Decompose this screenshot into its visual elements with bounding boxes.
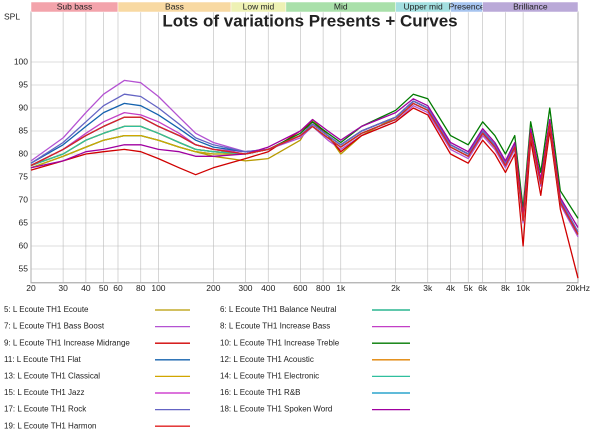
x-tick-label: 20kHz	[566, 283, 590, 293]
x-tick-label: 8k	[501, 283, 511, 293]
legend-label: 12: L Ecoute TH1 Acoustic	[220, 355, 314, 364]
x-tick-label: 800	[316, 283, 330, 293]
legend-label: 17: L Ecoute TH1 Rock	[4, 405, 87, 414]
y-tick-label: 85	[19, 125, 29, 135]
band	[482, 1, 579, 13]
x-tick-label: 80	[136, 283, 146, 293]
band-label: Sub bass	[57, 2, 92, 12]
x-tick-label: 3k	[423, 283, 433, 293]
y-tick-label: 70	[19, 194, 29, 204]
band-label: Upper mid	[404, 2, 443, 12]
y-axis-label: SPL	[4, 11, 20, 21]
band-label: Low mid	[243, 2, 275, 12]
x-tick-label: 300	[238, 283, 252, 293]
x-tick-label: 600	[293, 283, 307, 293]
y-tick-label: 90	[19, 102, 29, 112]
x-tick-label: 6k	[478, 283, 488, 293]
legend-label: 8: L Ecoute TH1 Increase Bass	[220, 322, 330, 331]
x-tick-label: 400	[261, 283, 275, 293]
legend-label: 14: L Ecoute TH1 Electronic	[220, 372, 319, 381]
y-tick-label: 75	[19, 171, 29, 181]
x-tick-label: 1k	[336, 283, 346, 293]
x-tick-label: 2k	[391, 283, 401, 293]
x-tick-label: 50	[99, 283, 109, 293]
y-tick-label: 65	[19, 217, 29, 227]
chart-title: Lots of variations Presents + Curves	[162, 11, 457, 30]
band-label: Mid	[334, 2, 348, 12]
x-tick-label: 60	[113, 283, 123, 293]
legend-label: 16: L Ecoute TH1 R&B	[220, 388, 301, 397]
legend-label: 15: L Ecoute TH1 Jazz	[4, 388, 85, 397]
x-tick-label: 100	[151, 283, 165, 293]
x-tick-label: 30	[58, 283, 68, 293]
legend-label: 18: L Ecoute TH1 Spoken Word	[220, 405, 332, 414]
y-tick-label: 100	[14, 56, 28, 66]
legend-label: 9: L Ecoute TH1 Increase Midrange	[4, 338, 130, 347]
legend-label: 7: L Ecoute TH1 Bass Boost	[4, 322, 105, 331]
x-tick-label: 10k	[516, 283, 530, 293]
x-tick-label: 4k	[446, 283, 456, 293]
x-tick-label: 5k	[464, 283, 474, 293]
y-tick-label: 60	[19, 240, 29, 250]
legend-label: 5: L Ecoute TH1 Ecoute	[4, 305, 89, 314]
legend-label: 11: L Ecoute TH1 Flat	[4, 355, 82, 364]
x-tick-label: 20	[26, 283, 36, 293]
series-line	[30, 107, 579, 279]
x-tick-label: 40	[81, 283, 91, 293]
x-tick-label: 200	[206, 283, 220, 293]
band-label: Brilliance	[513, 2, 548, 12]
legend-label: 6: L Ecoute TH1 Balance Neutral	[220, 305, 337, 314]
y-tick-label: 80	[19, 148, 29, 158]
band-label: Presence	[449, 2, 485, 12]
legend-label: 19: L Ecoute TH1 Harmon	[4, 421, 97, 430]
legend-label: 13: L Ecoute TH1 Classical	[4, 372, 100, 381]
legend-label: 10: L Ecoute TH1 Increase Treble	[220, 338, 340, 347]
y-tick-label: 95	[19, 79, 29, 89]
series-line	[30, 102, 579, 235]
y-tick-label: 55	[19, 263, 29, 273]
band-label: Bass	[165, 2, 184, 12]
plot-area	[30, 10, 579, 284]
